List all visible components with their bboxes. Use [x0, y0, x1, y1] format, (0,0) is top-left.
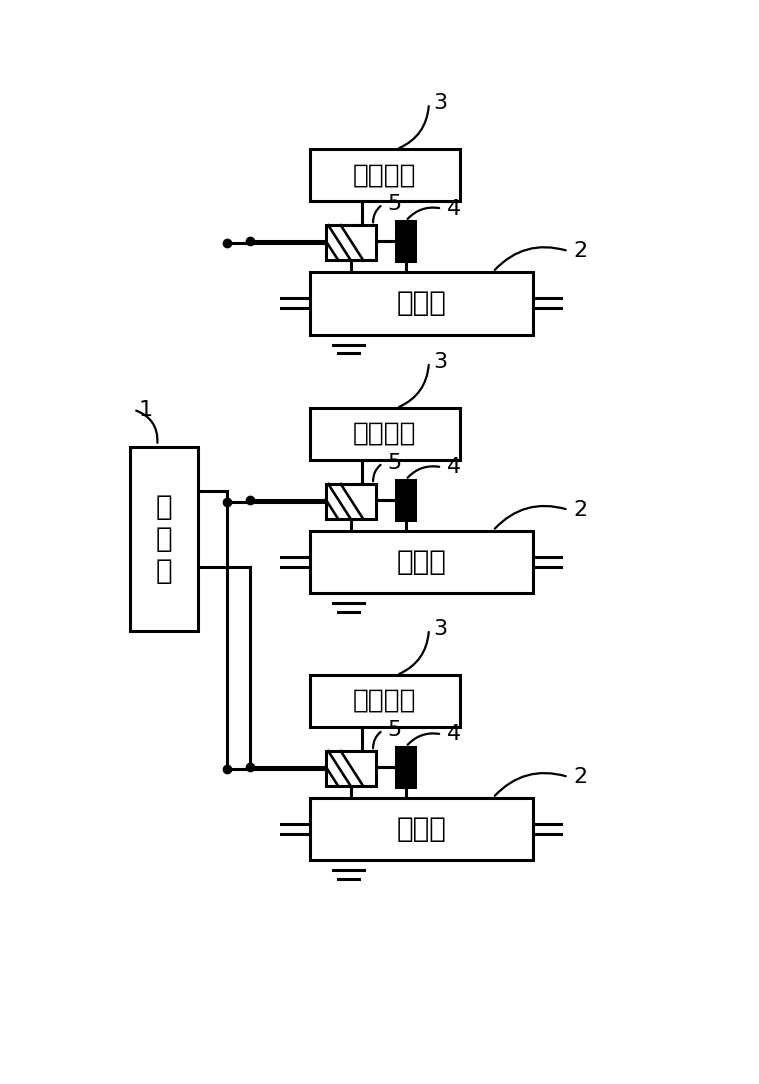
Text: 2: 2	[573, 500, 587, 520]
Bar	[310, 150, 460, 201]
Text: 2: 2	[573, 767, 587, 787]
Bar	[396, 221, 415, 261]
Bar	[396, 747, 415, 787]
Text: 3: 3	[433, 352, 448, 372]
Bar	[396, 480, 415, 520]
Text: 自吸装置: 自吸装置	[353, 163, 417, 189]
Bar	[326, 751, 376, 786]
Text: 离心泵: 离心泵	[396, 289, 446, 318]
Text: 1: 1	[138, 400, 153, 420]
Bar	[310, 272, 533, 335]
Bar	[310, 675, 460, 727]
Text: 离心泵: 离心泵	[396, 549, 446, 576]
Text: 5: 5	[388, 194, 402, 215]
Text: 2: 2	[573, 241, 587, 261]
Bar	[326, 225, 376, 260]
Text: 离心泵: 离心泵	[396, 815, 446, 843]
Bar	[326, 483, 376, 519]
Text: 自吸装置: 自吸装置	[353, 688, 417, 714]
Text: 3: 3	[433, 93, 448, 114]
Text: 自吸装置: 自吸装置	[353, 421, 417, 447]
Bar	[310, 408, 460, 460]
Bar	[131, 448, 198, 631]
Text: 4: 4	[446, 198, 461, 219]
Text: 4: 4	[446, 457, 461, 477]
Bar	[310, 531, 533, 593]
Text: 4: 4	[446, 724, 461, 745]
Text: 控
制
器: 控 制 器	[156, 492, 172, 585]
Bar	[310, 798, 533, 861]
Text: 3: 3	[433, 619, 448, 640]
Text: 5: 5	[388, 720, 402, 740]
Text: 5: 5	[388, 453, 402, 473]
